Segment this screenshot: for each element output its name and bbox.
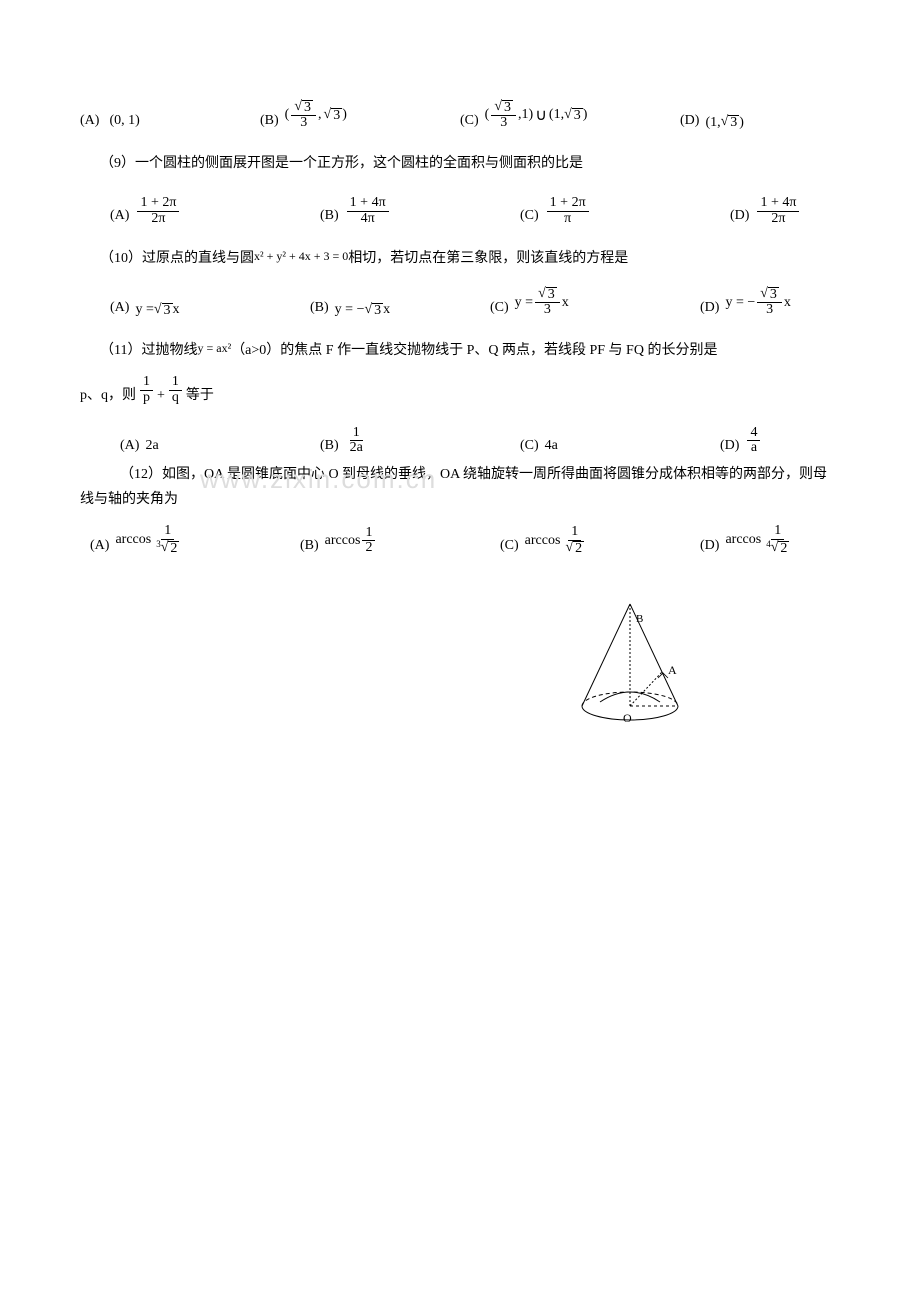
q10-option-b: (B) y = −√3x	[310, 300, 490, 318]
q11-option-c: (C) 4a	[520, 438, 720, 456]
cone-diagram: B A O	[560, 596, 700, 726]
option-text: (0, 1)	[99, 113, 139, 131]
q10-equation: x² + y² + 4x + 3 = 0	[254, 249, 348, 263]
q11-line2: p、q，则 1p + 1q 等于	[80, 375, 840, 405]
q8-option-a: (A) (0, 1)	[80, 113, 260, 131]
option-label: (B)	[300, 538, 319, 556]
option-label: (C)	[520, 438, 539, 456]
q10-text-post: 相切，若切点在第三象限，则该直线的方程是	[348, 251, 628, 266]
q11-option-d: (D) 4a	[720, 426, 762, 456]
option-label: (D)	[730, 208, 749, 226]
option-label: (A)	[110, 208, 129, 226]
svg-text:B: B	[636, 613, 643, 625]
q10-text: （10）过原点的直线与圆x² + y² + 4x + 3 = 0相切，若切点在第…	[100, 246, 840, 271]
option-label: (D)	[700, 538, 719, 556]
option-math: ( √3 3 ,1) ∪(1,√3)	[479, 100, 588, 131]
option-text: 2a	[139, 438, 158, 456]
option-label: (D)	[680, 113, 699, 131]
q11-text-mid: （a>0）的焦点 F 作一直线交抛物线于 P、Q 两点，若线段 PF 与 FQ …	[231, 343, 717, 358]
option-label: (B)	[320, 438, 339, 456]
q10-option-a: (A) y = √3x	[80, 300, 310, 318]
option-math: arccos 1√2	[519, 525, 589, 556]
q11-text: （11）过抛物线y = ax²（a>0）的焦点 F 作一直线交抛物线于 P、Q …	[100, 338, 840, 363]
option-math: ( √3 3 ,√3)	[279, 100, 347, 131]
q12-text: （12）如图，OA 是圆锥底面中心 O 到母线的垂线，OA 绕轴旋转一周所得曲面…	[80, 462, 840, 512]
option-math: arccos 13√2	[109, 524, 184, 556]
q10-option-c: (C) y = √33 x	[490, 287, 700, 318]
q11-options: (A) 2a (B) 12a (C) 4a (D) 4a	[80, 426, 840, 456]
option-math: y = − √33 x	[719, 287, 790, 318]
option-math: y = √33 x	[509, 287, 569, 318]
option-math: arccos 12	[319, 526, 378, 556]
q8-option-b: (B) ( √3 3 ,√3)	[260, 100, 460, 131]
option-math: arccos 14√2	[719, 524, 794, 556]
q12-option-c: (C) arccos 1√2	[500, 525, 700, 556]
q8-option-d: (D) (1,√3)	[680, 113, 744, 131]
option-label: (A)	[110, 300, 129, 318]
option-label: (A)	[80, 113, 99, 131]
option-text: 4a	[539, 438, 558, 456]
option-label: (C)	[490, 300, 509, 318]
option-math: y = √3x	[129, 302, 179, 318]
q11-text-pre: （11）过抛物线	[100, 343, 197, 358]
q9-option-a: (A) 1 + 2π2π	[80, 196, 320, 226]
option-math: (1,√3)	[699, 115, 744, 131]
option-label: (B)	[320, 208, 339, 226]
q10-option-d: (D) y = − √33 x	[700, 287, 791, 318]
label-a: A	[668, 663, 677, 677]
option-label: (A)	[90, 538, 109, 556]
q9-text: （9）一个圆柱的侧面展开图是一个正方形，这个圆柱的全面积与侧面积的比是	[100, 151, 840, 176]
q11-equation: y = ax²	[197, 341, 231, 355]
q11-option-a: (A) 2a	[80, 438, 320, 456]
option-label: (B)	[310, 300, 329, 318]
q8-option-c: (C) ( √3 3 ,1) ∪(1,√3)	[460, 100, 680, 131]
q12-option-a: (A) arccos 13√2	[80, 524, 300, 556]
q12-option-b: (B) arccos 12	[300, 526, 500, 556]
q8-options: (A) (0, 1) (B) ( √3 3 ,√3) (C) ( √3 3	[80, 100, 840, 131]
q12-options: (A) arccos 13√2 (B) arccos 12 (C) arccos…	[80, 524, 840, 556]
q9-option-c: (C) 1 + 2ππ	[520, 196, 730, 226]
q12-option-d: (D) arccos 14√2	[700, 524, 794, 556]
q11-line2-post: 等于	[186, 384, 214, 406]
option-label: (B)	[260, 113, 279, 131]
option-math: y = −√3x	[329, 302, 390, 318]
option-label: (D)	[720, 438, 739, 456]
option-label: (C)	[460, 113, 479, 131]
q10-options: (A) y = √3x (B) y = −√3x (C) y = √33 x (…	[80, 287, 840, 318]
option-label: (D)	[700, 300, 719, 318]
q9-options: (A) 1 + 2π2π (B) 1 + 4π4π (C) 1 + 2ππ (D…	[80, 196, 840, 226]
option-label: (C)	[520, 208, 539, 226]
q11-line2-pre: p、q，则	[80, 384, 136, 406]
option-label: (C)	[500, 538, 519, 556]
q12-figure: B A O	[80, 596, 840, 731]
label-o: O	[623, 711, 632, 725]
q12-text-content: （12）如图，OA 是圆锥底面中心 O 到母线的垂线，OA 绕轴旋转一周所得曲面…	[80, 467, 827, 507]
q11-option-b: (B) 12a	[320, 426, 520, 456]
option-label: (A)	[120, 438, 139, 456]
q9-option-d: (D) 1 + 4π2π	[730, 196, 801, 226]
q10-text-pre: （10）过原点的直线与圆	[100, 251, 254, 266]
q9-option-b: (B) 1 + 4π4π	[320, 196, 520, 226]
